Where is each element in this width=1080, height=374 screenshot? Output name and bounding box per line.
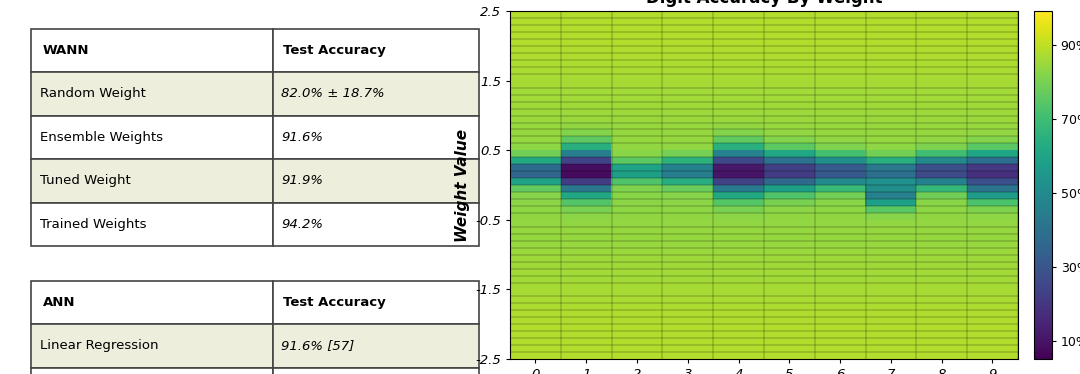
Bar: [273, 324, 480, 368]
Y-axis label: Weight Value: Weight Value: [455, 129, 470, 242]
Text: ANN: ANN: [43, 296, 76, 309]
Bar: [30, 324, 273, 368]
Text: Ensemble Weights: Ensemble Weights: [40, 131, 163, 144]
Text: Tuned Weight: Tuned Weight: [40, 174, 131, 187]
Bar: [30, 159, 273, 203]
Text: 94.2%: 94.2%: [281, 218, 323, 231]
Bar: [273, 72, 480, 116]
Bar: [30, 72, 273, 116]
Title: Digit Accuracy By Weight: Digit Accuracy By Weight: [646, 0, 882, 7]
Bar: [273, 281, 480, 324]
Text: Test Accuracy: Test Accuracy: [283, 44, 386, 57]
Bar: [30, 281, 273, 324]
Bar: [30, 29, 273, 72]
Text: Test Accuracy: Test Accuracy: [283, 296, 386, 309]
Text: Linear Regression: Linear Regression: [40, 340, 159, 353]
Text: WANN: WANN: [43, 44, 90, 57]
Text: 91.6%: 91.6%: [281, 131, 323, 144]
Bar: [30, 368, 273, 374]
Bar: [273, 203, 480, 246]
Bar: [273, 368, 480, 374]
Text: 91.9%: 91.9%: [281, 174, 323, 187]
Bar: [30, 203, 273, 246]
Bar: [273, 159, 480, 203]
Text: 91.6% [57]: 91.6% [57]: [281, 340, 354, 353]
Bar: [30, 116, 273, 159]
Text: Random Weight: Random Weight: [40, 87, 146, 100]
Bar: [273, 116, 480, 159]
Text: 82.0% ± 18.7%: 82.0% ± 18.7%: [281, 87, 384, 100]
Text: Trained Weights: Trained Weights: [40, 218, 147, 231]
Bar: [273, 29, 480, 72]
